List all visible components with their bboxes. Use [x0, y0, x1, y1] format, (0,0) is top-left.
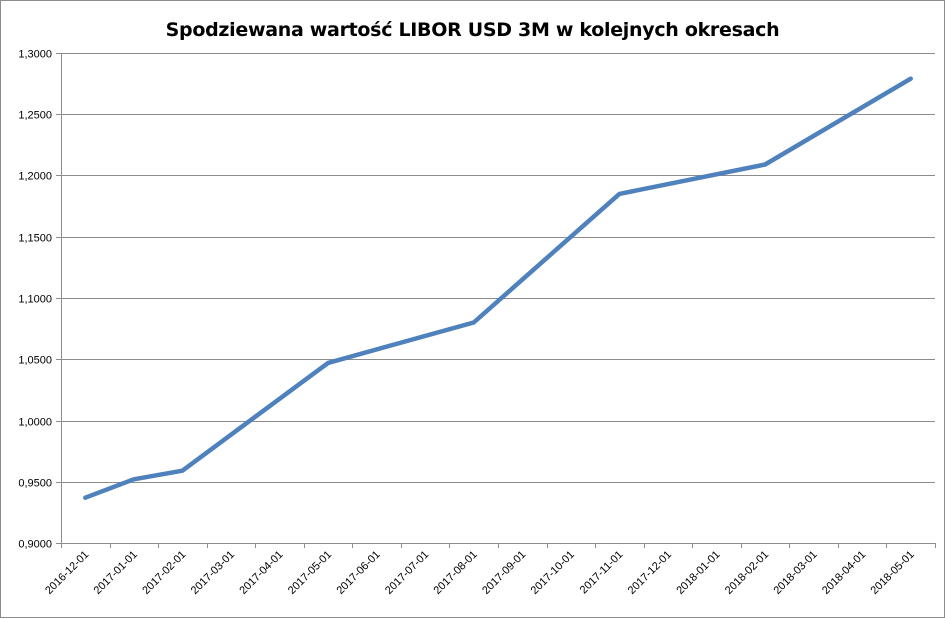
y-tick-label: 1,0000 — [18, 417, 52, 429]
x-tick-label: 2018-02-01 — [723, 549, 771, 597]
x-tick-label: 2017-05-01 — [286, 549, 334, 597]
x-tick-label: 2017-10-01 — [529, 549, 577, 597]
x-tick-label: 2017-06-01 — [334, 549, 382, 597]
chart-title: Spodziewana wartość LIBOR USD 3M w kolej… — [165, 19, 780, 41]
x-tick-label: 2018-01-01 — [674, 549, 722, 597]
x-tick-label: 2018-04-01 — [820, 549, 868, 597]
x-tick-label: 2017-09-01 — [480, 549, 528, 597]
y-tick-label: 0,9500 — [18, 478, 52, 490]
series-line — [83, 76, 913, 500]
y-tick-label: 1,0500 — [18, 355, 52, 367]
y-tick-label: 1,2500 — [18, 110, 52, 122]
x-tick-label: 2018-03-01 — [771, 549, 819, 597]
y-tick-label: 0,9000 — [18, 539, 52, 551]
x-tick-label: 2017-12-01 — [626, 549, 674, 597]
y-tick-label: 1,2000 — [18, 171, 52, 183]
x-tick-label: 2017-04-01 — [237, 549, 285, 597]
y-tick-label: 1,3000 — [18, 49, 52, 61]
x-tick-label: 2017-03-01 — [189, 549, 237, 597]
x-tick-label: 2016-12-01 — [43, 549, 91, 597]
y-tick-label: 1,1000 — [18, 294, 52, 306]
y-tick-label: 1,1500 — [18, 233, 52, 245]
x-tick-label: 2017-11-01 — [578, 549, 626, 597]
x-tick-label: 2017-07-01 — [383, 549, 431, 597]
x-tick-label: 2017-01-01 — [92, 549, 140, 597]
x-tick-label: 2018-05-01 — [869, 549, 917, 597]
x-tick-label: 2017-08-01 — [432, 549, 480, 597]
x-tick-label: 2017-02-01 — [140, 549, 188, 597]
